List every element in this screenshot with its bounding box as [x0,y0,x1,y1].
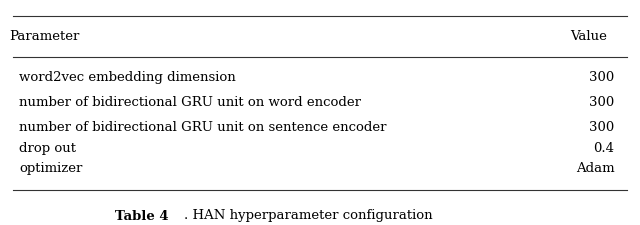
Text: 300: 300 [589,121,614,134]
Text: Adam: Adam [576,162,614,175]
Text: number of bidirectional GRU unit on word encoder: number of bidirectional GRU unit on word… [19,96,361,109]
Text: drop out: drop out [19,142,76,155]
Text: . HAN hyperparameter configuration: . HAN hyperparameter configuration [184,209,433,223]
Text: 300: 300 [589,96,614,109]
Text: 0.4: 0.4 [593,142,614,155]
Text: Value: Value [570,29,607,43]
Text: Table 4: Table 4 [115,209,168,223]
Text: Parameter: Parameter [10,29,80,43]
Text: 300: 300 [589,71,614,84]
Text: number of bidirectional GRU unit on sentence encoder: number of bidirectional GRU unit on sent… [19,121,387,134]
Text: optimizer: optimizer [19,162,83,175]
Text: word2vec embedding dimension: word2vec embedding dimension [19,71,236,84]
